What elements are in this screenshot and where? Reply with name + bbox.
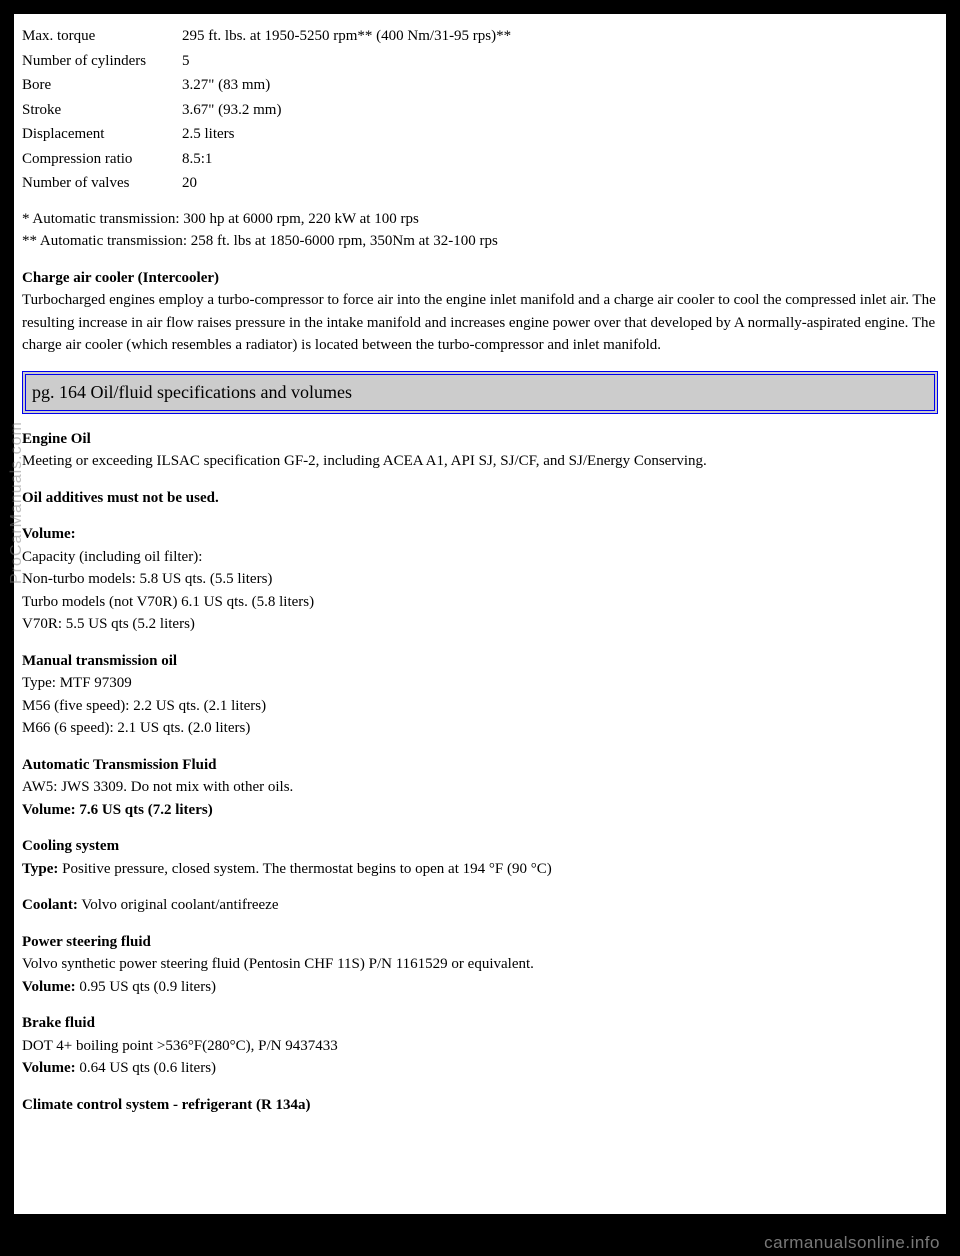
spec-table: Max. torque295 ft. lbs. at 1950-5250 rpm…: [22, 24, 511, 196]
manual-trans-line: M66 (6 speed): 2.1 US qts. (2.0 liters): [22, 717, 938, 740]
spec-value: 5: [182, 49, 511, 74]
cooling-coolant: Coolant: Volvo original coolant/antifree…: [22, 894, 938, 917]
spec-row: Max. torque295 ft. lbs. at 1950-5250 rpm…: [22, 24, 511, 49]
spec-value: 2.5 liters: [182, 122, 511, 147]
spec-value: 20: [182, 171, 511, 196]
spec-label: Stroke: [22, 98, 182, 123]
document-page: Max. torque295 ft. lbs. at 1950-5250 rpm…: [14, 14, 946, 1214]
spec-label: Compression ratio: [22, 147, 182, 172]
intercooler-body: Turbocharged engines employ a turbo-comp…: [22, 289, 938, 357]
spec-label: Number of valves: [22, 171, 182, 196]
spec-label: Displacement: [22, 122, 182, 147]
spec-row: Number of cylinders5: [22, 49, 511, 74]
page-heading: pg. 164 Oil/fluid specifications and vol…: [22, 371, 938, 414]
volume-line: Capacity (including oil filter):: [22, 546, 938, 569]
spec-row: Displacement2.5 liters: [22, 122, 511, 147]
cooling-type: Type: Positive pressure, closed system. …: [22, 858, 938, 881]
spec-label: Max. torque: [22, 24, 182, 49]
engine-oil-body: Meeting or exceeding ILSAC specification…: [22, 450, 938, 473]
manual-trans-title: Manual transmission oil: [22, 653, 177, 669]
spec-label: Bore: [22, 73, 182, 98]
engine-oil-title: Engine Oil: [22, 431, 91, 447]
intercooler-title: Charge air cooler (Intercooler): [22, 270, 219, 286]
climate-title: Climate control system - refrigerant (R …: [22, 1097, 311, 1113]
manual-trans-line: Type: MTF 97309: [22, 672, 938, 695]
volume-line: Turbo models (not V70R) 6.1 US qts. (5.8…: [22, 591, 938, 614]
spec-value: 8.5:1: [182, 147, 511, 172]
footer-watermark: carmanualsonline.info: [764, 1233, 940, 1253]
oil-additives: Oil additives must not be used.: [22, 490, 219, 506]
ps-volume: Volume: 0.95 US qts (0.9 liters): [22, 976, 938, 999]
auto-trans-title: Automatic Transmission Fluid: [22, 757, 216, 773]
volume-title: Volume:: [22, 526, 76, 542]
spec-row: Number of valves20: [22, 171, 511, 196]
spec-value: 295 ft. lbs. at 1950-5250 rpm** (400 Nm/…: [182, 24, 511, 49]
volume-line: V70R: 5.5 US qts (5.2 liters): [22, 613, 938, 636]
brake-volume: Volume: 0.64 US qts (0.6 liters): [22, 1057, 938, 1080]
ps-title: Power steering fluid: [22, 934, 151, 950]
manual-trans-line: M56 (five speed): 2.2 US qts. (2.1 liter…: [22, 695, 938, 718]
brake-title: Brake fluid: [22, 1015, 95, 1031]
spec-row: Compression ratio8.5:1: [22, 147, 511, 172]
footnote-1: * Automatic transmission: 300 hp at 6000…: [22, 208, 938, 231]
spec-row: Stroke3.67" (93.2 mm): [22, 98, 511, 123]
cooling-title: Cooling system: [22, 838, 119, 854]
spec-value: 3.27" (83 mm): [182, 73, 511, 98]
spec-value: 3.67" (93.2 mm): [182, 98, 511, 123]
ps-body: Volvo synthetic power steering fluid (Pe…: [22, 953, 938, 976]
auto-trans-body: AW5: JWS 3309. Do not mix with other oil…: [22, 776, 938, 799]
footnote-2: ** Automatic transmission: 258 ft. lbs a…: [22, 230, 938, 253]
spec-label: Number of cylinders: [22, 49, 182, 74]
volume-line: Non-turbo models: 5.8 US qts. (5.5 liter…: [22, 568, 938, 591]
auto-trans-volume: Volume: 7.6 US qts (7.2 liters): [22, 802, 213, 818]
spec-row: Bore3.27" (83 mm): [22, 73, 511, 98]
brake-body: DOT 4+ boiling point >536°F(280°C), P/N …: [22, 1035, 938, 1058]
